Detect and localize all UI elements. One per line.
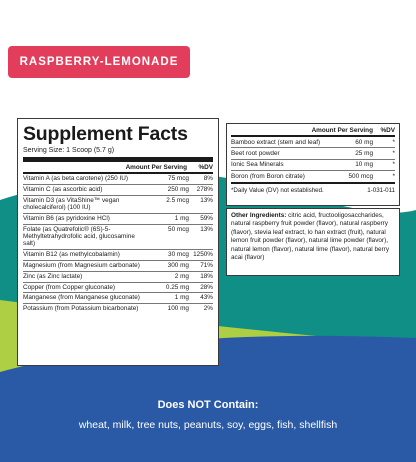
nutrient-amount: 10 mg: [355, 161, 373, 169]
nutrient-dv: 13%: [200, 196, 213, 204]
serving-size: Serving Size: 1 Scoop (5.7 g): [23, 145, 213, 162]
nutrient-name: Potassium (from Potassium bicarbonate): [23, 305, 139, 313]
facts-row: Manganese (from Manganese gluconate) 1 mg…: [23, 293, 213, 305]
nutrient-amount: 25 mg: [355, 149, 373, 157]
continued-table-header: Amount Per Serving %DV: [231, 126, 395, 137]
ingredients-text: citric acid, fructooligosaccharides, nat…: [231, 212, 390, 262]
facts-row: Vitamin D3 (as VitaShine™ vegan cholecal…: [23, 196, 213, 214]
nutrient-amount: 100 mg: [167, 305, 189, 313]
nutrient-dv: 71%: [200, 262, 213, 269]
facts-table-header: Amount Per Serving %DV: [23, 162, 213, 174]
facts-row: Vitamin B12 (as methylcobalamin) 30 mcg 12…: [23, 250, 213, 261]
facts-row: Copper (from Copper gluconate) 0.25 mg 28%: [23, 283, 213, 294]
nutrient-amount: 75 mcg: [168, 175, 189, 182]
nutrient-dv: 278%: [196, 185, 213, 193]
facts-row: Beet root powder 25 mg *: [231, 148, 396, 160]
nutrient-dv: *: [392, 161, 396, 169]
nutrient-dv: *: [392, 138, 396, 146]
facts-title: Supplement Facts: [23, 123, 188, 145]
nutrient-dv: 2%: [203, 305, 213, 313]
nutrient-amount: 60 mg: [355, 138, 373, 146]
nutrient-name: Boron (from Boron citrate): [231, 172, 305, 180]
facts-row: Ionic Sea Minerals 10 mg *: [231, 160, 396, 172]
nutrient-dv: 8%: [203, 175, 213, 182]
nutrient-dv: *: [392, 172, 396, 180]
facts-row: Zinc (as Zinc lactate) 2 mg 18%: [23, 272, 213, 283]
supplement-facts-continued: Amount Per Serving %DV Bamboo extract (s…: [226, 123, 400, 206]
nutrient-amount: 30 mcg: [168, 251, 189, 259]
nutrient-dv: 1250%: [193, 251, 213, 259]
nutrient-name: Manganese (from Manganese gluconate): [23, 294, 140, 302]
nutrient-dv: 18%: [200, 272, 213, 280]
facts-rows: Vitamin A (as beta carotene) (250 IU) 75 …: [23, 174, 213, 314]
nutrient-name: Vitamin C (as ascorbic acid): [23, 185, 103, 193]
nutrient-name: Beet root powder: [231, 149, 280, 157]
other-ingredients: Other Ingredients: citric acid, fructool…: [231, 212, 395, 262]
nutrient-amount: 300 mg: [167, 262, 189, 269]
facts-row: Folate (as Quatrefolic® (6S)-5-Methyltet…: [23, 225, 213, 251]
nutrient-amount: 50 mcg: [168, 225, 189, 233]
nutrient-amount: 2.5 mcg: [166, 196, 189, 204]
nutrient-name: Zinc (as Zinc lactate): [23, 272, 83, 280]
nutrient-amount: 2 mg: [174, 272, 189, 280]
nutrient-dv: 59%: [200, 214, 213, 222]
nutrient-name: Vitamin A (as beta carotene) (250 IU): [23, 175, 129, 182]
amount-header: Amount Per Serving: [125, 164, 187, 171]
flavor-badge: RASPBERRY-LEMONADE: [8, 46, 190, 78]
nutrient-amount: 1 mg: [174, 294, 189, 302]
amount-header: Amount Per Serving: [311, 127, 373, 134]
nutrient-name: Ionic Sea Minerals: [231, 161, 284, 169]
supplement-facts-panel: Supplement Facts Serving Size: 1 Scoop (…: [17, 118, 219, 366]
nutrient-name: Vitamin B6 (as pyridoxine HCl): [23, 214, 110, 222]
nutrient-name: Folate (as Quatrefolic® (6S)-5-Methyltet…: [23, 225, 135, 248]
nutrient-amount: 500 mcg: [348, 172, 373, 180]
nutrient-dv: 13%: [200, 225, 213, 233]
other-ingredients-panel: Other Ingredients: citric acid, fructool…: [226, 208, 400, 276]
facts-row: Boron (from Boron citrate) 500 mcg *: [231, 171, 396, 184]
dv-header: %DV: [380, 127, 395, 134]
ingredients-label: Other Ingredients:: [231, 212, 287, 219]
nutrient-amount: 1 mg: [174, 214, 189, 222]
nutrient-name: Vitamin D3 (as VitaShine™ vegan cholecal…: [23, 196, 120, 211]
nutrient-name: Copper (from Copper gluconate): [23, 283, 115, 291]
facts-row: Magnesium (from Magnesium carbonate) 300 …: [23, 261, 213, 272]
nutrient-name: Bamboo extract (stem and leaf): [231, 138, 321, 146]
nutrient-amount: 250 mg: [167, 185, 189, 193]
allergen-list: wheat, milk, tree nuts, peanuts, soy, eg…: [78, 419, 338, 431]
facts-row: Vitamin B6 (as pyridoxine HCl) 1 mg 59%: [23, 214, 213, 225]
navy-wave: [0, 335, 416, 462]
nutrient-amount: 0.25 mg: [165, 283, 189, 291]
nutrient-dv: 28%: [200, 283, 213, 291]
nutrient-name: Magnesium (from Magnesium carbonate): [23, 262, 140, 269]
facts-row: Vitamin A (as beta carotene) (250 IU) 75 …: [23, 174, 213, 185]
facts-row: Vitamin C (as ascorbic acid) 250 mg 278%: [23, 185, 213, 196]
dv-footnote: *Daily Value (DV) not established.: [231, 186, 324, 194]
allergen-section: Does NOT Contain: wheat, milk, tree nuts…: [0, 398, 416, 432]
facts-row: Potassium (from Potassium bicarbonate) 10…: [23, 304, 213, 314]
nutrient-dv: 43%: [200, 294, 213, 302]
continued-rows: Bamboo extract (stem and leaf) 60 mg * Beet…: [231, 137, 395, 184]
dv-header: %DV: [198, 164, 213, 171]
product-code: 1-031-011: [367, 186, 395, 194]
facts-row: Bamboo extract (stem and leaf) 60 mg *: [231, 137, 396, 149]
nutrient-dv: *: [392, 149, 396, 157]
flavor-label: RASPBERRY-LEMONADE: [19, 56, 179, 68]
nutrient-name: Vitamin B12 (as methylcobalamin): [23, 251, 120, 259]
allergen-heading: Does NOT Contain:: [157, 399, 259, 411]
facts-footnote-row: *Daily Value (DV) not established. 1-031…: [231, 184, 395, 194]
